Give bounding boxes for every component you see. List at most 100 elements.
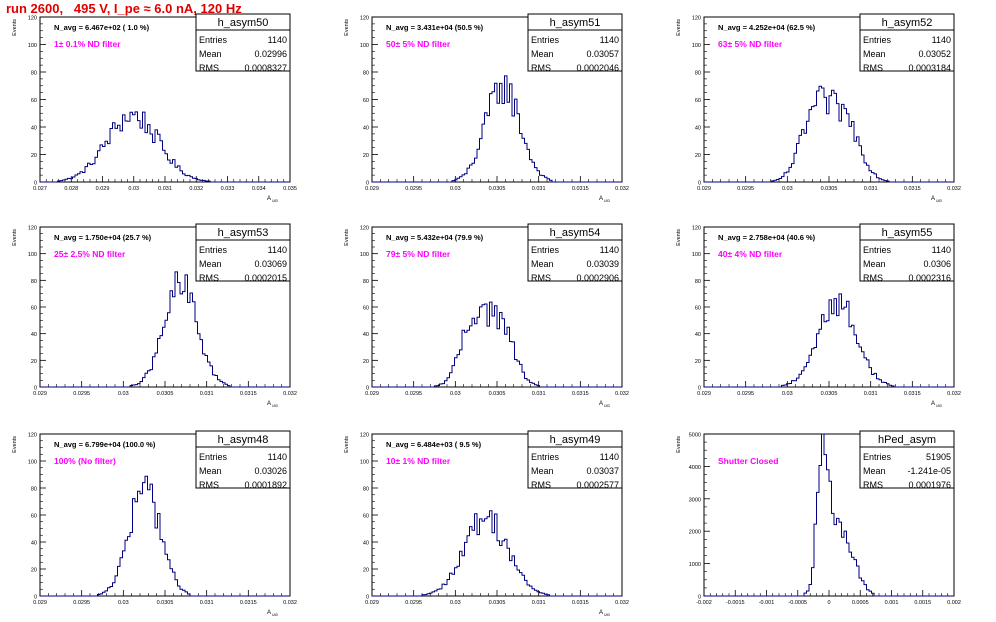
stats-box: h_asym53 Entries 1140 Mean 0.03069 RMS 0.00020… bbox=[195, 223, 291, 283]
stats-label: RMS bbox=[863, 63, 883, 73]
stats-label: Entries bbox=[199, 35, 228, 45]
x-tick-label: 0.03 bbox=[128, 186, 139, 192]
x-tick-label: 0 bbox=[827, 600, 830, 606]
x-tick-label: 0.03 bbox=[118, 600, 129, 606]
stats-value: 0.0003184 bbox=[908, 63, 951, 73]
x-tick-label: 0.0305 bbox=[489, 600, 506, 606]
n-avg-label: N_avg = 5.432e+04 (79.9 %) bbox=[386, 233, 484, 242]
stats-box-frame bbox=[195, 13, 291, 72]
stats-value: 51905 bbox=[926, 452, 951, 462]
y-tick-label: 20 bbox=[363, 568, 369, 574]
y-tick-label: 5000 bbox=[689, 433, 701, 439]
y-tick-label: 80 bbox=[695, 279, 701, 285]
stats-value: 1140 bbox=[600, 245, 619, 255]
x-tick-label: 0.0315 bbox=[240, 600, 257, 606]
x-tick-label: 0.0305 bbox=[489, 186, 506, 192]
filter-label: 40± 4% ND filter bbox=[718, 249, 783, 259]
stats-value: 1140 bbox=[268, 452, 287, 462]
y-tick-label: 20 bbox=[31, 153, 37, 159]
x-axis-title-subscript: UID bbox=[604, 199, 611, 203]
stats-value: 1140 bbox=[600, 35, 619, 45]
stats-label: RMS bbox=[863, 480, 883, 490]
panel-h_asym48: 0 20 40 60 80 100 120 0.029 0.0295 0.03 0.0305 0.03… bbox=[12, 430, 297, 617]
y-tick-label: 60 bbox=[31, 514, 37, 520]
y-tick-label: 120 bbox=[692, 16, 701, 22]
stats-value: 0.03026 bbox=[254, 466, 287, 476]
stats-value: 0.02996 bbox=[254, 49, 287, 59]
filter-label: Shutter Closed bbox=[718, 456, 778, 466]
x-axis-title-subscript: UID bbox=[604, 613, 611, 617]
x-tick-label: -0.001 bbox=[759, 600, 775, 606]
stats-label: Mean bbox=[199, 466, 222, 476]
y-axis-title: Events bbox=[12, 229, 18, 246]
stats-label: Entries bbox=[531, 35, 560, 45]
x-tick-label: 0.0295 bbox=[73, 600, 90, 606]
x-tick-label: 0.031 bbox=[158, 186, 172, 192]
y-tick-label: 60 bbox=[363, 306, 369, 312]
stats-box-frame bbox=[195, 223, 291, 282]
y-tick-label: 40 bbox=[31, 332, 37, 338]
x-tick-label: 0.032 bbox=[189, 186, 203, 192]
x-tick-label: 0.03 bbox=[782, 186, 793, 192]
x-tick-label: 0.03 bbox=[450, 600, 461, 606]
y-tick-label: 60 bbox=[695, 306, 701, 312]
x-tick-label: 0.0305 bbox=[157, 391, 174, 397]
y-tick-label: 0 bbox=[366, 595, 369, 601]
n-avg-label: N_avg = 1.750e+04 (25.7 %) bbox=[54, 233, 152, 242]
histogram-name: h_asym53 bbox=[218, 227, 269, 239]
x-tick-label: 0.031 bbox=[200, 600, 214, 606]
x-tick-label: 0.029 bbox=[697, 391, 711, 397]
y-tick-label: 60 bbox=[363, 514, 369, 520]
x-tick-label: 0.032 bbox=[947, 186, 961, 192]
x-tick-label: 0.03 bbox=[450, 391, 461, 397]
y-tick-label: 100 bbox=[28, 460, 37, 466]
y-axis-title: Events bbox=[12, 19, 18, 36]
stats-value: 0.03037 bbox=[586, 466, 619, 476]
x-axis-title-subscript: UID bbox=[272, 613, 279, 617]
y-tick-label: 20 bbox=[363, 153, 369, 159]
stats-box-frame bbox=[527, 13, 623, 72]
stats-box-frame bbox=[859, 223, 955, 282]
y-tick-label: 120 bbox=[360, 433, 369, 439]
y-axis-title: Events bbox=[344, 19, 350, 36]
stats-value: 1140 bbox=[932, 245, 951, 255]
histogram-name: h_asym55 bbox=[882, 227, 933, 239]
x-axis-title: AUID bbox=[267, 401, 279, 408]
x-tick-label: 0.0315 bbox=[572, 391, 589, 397]
x-tick-label: 0.03 bbox=[118, 391, 129, 397]
y-tick-label: 80 bbox=[31, 487, 37, 493]
y-tick-label: 20 bbox=[363, 359, 369, 365]
y-tick-label: 2000 bbox=[689, 530, 701, 536]
y-axis-title: Events bbox=[344, 436, 350, 453]
stats-value: -1.241e-05 bbox=[907, 466, 951, 476]
stats-box: h_asym48 Entries 1140 Mean 0.03026 RMS 0.00018… bbox=[195, 430, 291, 490]
histogram-name: h_asym49 bbox=[550, 434, 601, 446]
y-tick-label: 0 bbox=[34, 595, 37, 601]
y-tick-label: 40 bbox=[363, 126, 369, 132]
x-tick-label: 0.032 bbox=[947, 391, 961, 397]
x-tick-label: 0.029 bbox=[96, 186, 110, 192]
x-tick-label: 0.032 bbox=[283, 600, 297, 606]
filter-label: 50± 5% ND filter bbox=[386, 39, 451, 49]
y-tick-label: 0 bbox=[698, 595, 701, 601]
stats-box-frame bbox=[195, 430, 291, 489]
x-axis-title: AUID bbox=[931, 401, 943, 408]
stats-label: RMS bbox=[531, 273, 551, 283]
stats-box-frame bbox=[859, 430, 955, 489]
panel-h_asym54: 0 20 40 60 80 100 120 0.029 0.0295 0.03 0.0305 0.03… bbox=[344, 223, 629, 408]
panel-h_asym52: 0 20 40 60 80 100 120 0.029 0.0295 0.03 0.0305 0.03… bbox=[676, 13, 961, 203]
stats-box-frame bbox=[527, 223, 623, 282]
y-axis-title: Events bbox=[12, 436, 18, 453]
x-tick-label: 0.0305 bbox=[157, 600, 174, 606]
x-tick-label: 0.031 bbox=[864, 186, 878, 192]
x-tick-label: 0.03 bbox=[782, 391, 793, 397]
stats-value: 0.0001976 bbox=[908, 480, 951, 490]
y-tick-label: 60 bbox=[31, 306, 37, 312]
stats-label: Mean bbox=[531, 466, 554, 476]
histogram-name: h_asym52 bbox=[882, 17, 933, 29]
stats-value: 0.0306 bbox=[923, 259, 951, 269]
stats-value: 0.03057 bbox=[586, 49, 619, 59]
y-axis-title: Events bbox=[676, 229, 682, 246]
panel-h_asym50: 0 20 40 60 80 100 120 0.027 0.028 0.029 0.03 0.031 0… bbox=[12, 13, 297, 203]
